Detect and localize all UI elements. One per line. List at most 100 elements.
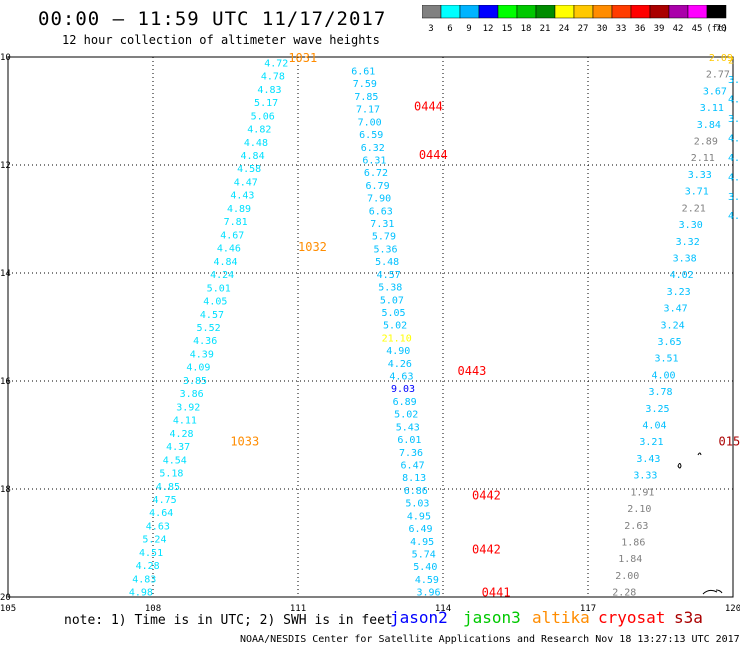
scale-label: 21	[540, 24, 551, 34]
wave-height-value: 6.86	[404, 486, 428, 497]
legend-item-altika: altika	[532, 608, 590, 627]
page-subtitle: 12 hour collection of altimeter wave hei…	[62, 33, 380, 47]
wave-height-value: 4.63	[146, 521, 170, 532]
wave-height-value: 3.86	[180, 389, 204, 400]
legend-item-cryosat: cryosat	[598, 608, 666, 627]
longitude-label: 114	[435, 604, 451, 614]
pass-time-label: 1031	[288, 51, 317, 65]
map-frame	[7, 56, 734, 598]
latitude-label: 12	[0, 161, 11, 171]
wave-height-value: 4.05	[203, 297, 227, 308]
wave-height-value: 2.28	[612, 588, 636, 599]
wave-height-value: 3.84	[697, 120, 721, 131]
wave-height-value: 4.57	[200, 310, 224, 321]
wave-height-value: 3.47	[664, 304, 688, 315]
wave-height-value: 5.02	[394, 410, 418, 421]
wave-height-value: 3.85	[183, 376, 207, 387]
wave-height-value: 4.63	[389, 372, 413, 383]
wave-height-value: 2.09	[709, 53, 733, 64]
wave-height-value: 4.36	[193, 336, 217, 347]
wave-height-value: 4.	[728, 95, 740, 106]
latitude-label: 16	[0, 377, 11, 387]
longitude-label: 111	[290, 604, 306, 614]
pass-time-label: 0442	[472, 488, 501, 502]
wave-height-value: 3.33	[633, 471, 657, 482]
scale-label: 36	[635, 24, 646, 34]
wave-height-value: 4.51	[139, 548, 163, 559]
scale-label: 42	[673, 24, 684, 34]
wave-height-value: 4.37	[166, 442, 190, 453]
wave-height-value: 4.28	[169, 429, 193, 440]
scale-label: 33	[616, 24, 627, 34]
wave-height-value: 4.46	[217, 244, 241, 255]
wave-height-value: 7.36	[399, 448, 423, 459]
wave-height-value: 5.24	[142, 535, 166, 546]
scale-label: 30	[597, 24, 608, 34]
coastline-island	[677, 463, 682, 469]
longitude-label: 105	[0, 604, 16, 614]
wave-height-value: 4.04	[642, 421, 666, 432]
wave-height-value: 4.85	[156, 482, 180, 493]
wave-height-value: 6.61	[351, 67, 375, 78]
scale-label: 9	[466, 24, 471, 34]
longitude-label: 108	[145, 604, 161, 614]
scale-unit: (ft)	[706, 24, 728, 34]
wave-height-value: 4.83	[257, 85, 281, 96]
wave-height-value: 6.59	[359, 130, 383, 141]
scale-swatch	[706, 5, 727, 19]
latitude-label: 18	[0, 485, 11, 495]
longitude-label: 120	[725, 604, 740, 614]
wave-height-value: 4.75	[153, 495, 177, 506]
wave-height-value: 5.01	[207, 283, 231, 294]
wave-height-value: 5.05	[381, 308, 405, 319]
wave-height-value: 9.03	[391, 384, 415, 395]
wave-height-value: 4.82	[247, 125, 271, 136]
credit-line: NOAA/NESDIS Center for Satellite Applica…	[240, 634, 740, 645]
wave-height-value: 7.81	[224, 217, 248, 228]
wave-height-value: 4.89	[227, 204, 251, 215]
wave-height-value: 5.06	[251, 111, 275, 122]
wave-height-value: 3.99	[728, 192, 740, 203]
wave-height-value: 3.25	[645, 404, 669, 415]
pass-time-label: 1033	[230, 434, 259, 448]
wave-height-value: 5.18	[159, 469, 183, 480]
wave-height-value: 4.58	[237, 164, 261, 175]
wave-height-value: 4.84	[241, 151, 265, 162]
wave-height-value: 1.84	[618, 554, 642, 565]
wave-height-value: 7.00	[358, 117, 382, 128]
wave-height-value: 4.00	[651, 370, 675, 381]
wave-height-value: 4.83	[132, 574, 156, 585]
wave-height-value: 4.67	[220, 230, 244, 241]
wave-height-value: 3.38	[673, 253, 697, 264]
wave-height-value: 5.74	[412, 549, 436, 560]
wave-height-value: 4.24	[210, 270, 234, 281]
wave-height-value: 4.02	[670, 270, 694, 281]
wave-height-value: 4.47	[234, 177, 258, 188]
pass-time-label: 0443	[458, 364, 487, 378]
wave-height-value: 4.26	[388, 359, 412, 370]
scale-label: 3	[428, 24, 433, 34]
scale-label: 15	[502, 24, 513, 34]
wave-height-value: 4.25	[728, 211, 740, 222]
legend-item-jason2: jason2	[390, 608, 448, 627]
scale-label: 39	[654, 24, 665, 34]
wave-height-value: 4.64	[149, 508, 173, 519]
wave-height-value: 2.77	[706, 70, 730, 81]
wave-height-value: 5.17	[254, 98, 278, 109]
wave-height-value: 7.31	[370, 219, 394, 230]
wave-height-value: 3.67	[703, 86, 727, 97]
wave-height-value: 3.30	[679, 220, 703, 231]
wave-height-value: 3.24	[661, 320, 685, 331]
wave-height-value: 8.13	[402, 473, 426, 484]
wave-height-value: 21.10	[382, 333, 412, 344]
wave-height-value: 4.95	[407, 511, 431, 522]
wave-height-value: 5.48	[375, 257, 399, 268]
wave-height-value: 5.52	[197, 323, 221, 334]
scale-label: 12	[483, 24, 494, 34]
units-note: note: 1) Time is in UTC; 2) SWH is in fe…	[64, 613, 393, 628]
wave-height-value: 6.32	[361, 143, 385, 154]
wave-height-value: 2.21	[682, 203, 706, 214]
wave-height-value: 2.11	[691, 153, 715, 164]
coastline-island	[697, 452, 702, 456]
wave-height-value: 7.17	[356, 105, 380, 116]
